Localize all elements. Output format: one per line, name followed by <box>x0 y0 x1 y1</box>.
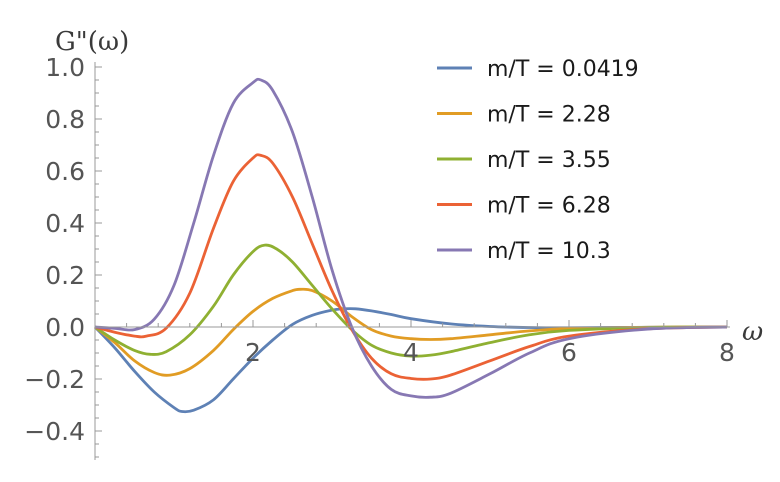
axes: 1.0 0.8 0.6 0.4 0.2 0.0 −0.2 −0.4 2 4 6 8 G"(ω) ω <box>24 27 763 460</box>
y-tick-label: 0.4 <box>45 209 85 238</box>
x-tick-label: 4 <box>403 338 419 367</box>
x-tick-label: 2 <box>245 338 261 367</box>
y-tick-label: 0.6 <box>45 157 85 186</box>
series-line-2 <box>94 287 728 377</box>
legend-label-5: m/T = 10.3 <box>487 239 611 264</box>
y-tick-label: −0.2 <box>24 365 85 394</box>
y-tick-label: −0.4 <box>24 417 85 446</box>
y-tick-label: 0.2 <box>45 261 85 290</box>
x-ticks: 2 4 6 8 <box>94 320 735 367</box>
series-line-3 <box>94 243 728 358</box>
legend-label-3: m/T = 3.55 <box>487 148 611 173</box>
series-line-5 <box>94 77 728 399</box>
y-tick-label: 0.0 <box>45 313 85 342</box>
legend-label-4: m/T = 6.28 <box>487 194 611 219</box>
x-tick-label: 8 <box>719 338 735 367</box>
series-line-4 <box>94 153 728 381</box>
y-tick-label: 0.8 <box>45 105 85 134</box>
y-axis-title: G"(ω) <box>55 27 129 57</box>
x-tick-label: 6 <box>561 338 577 367</box>
legend: m/T = 0.0419 m/T = 2.28 m/T = 3.55 m/T = 6.… <box>437 57 639 264</box>
y-ticks: 1.0 0.8 0.6 0.4 0.2 0.0 −0.2 −0.4 <box>24 53 102 458</box>
legend-label-1: m/T = 0.0419 <box>487 57 639 82</box>
y-tick-label: 1.0 <box>45 53 85 82</box>
legend-label-2: m/T = 2.28 <box>487 103 611 128</box>
x-axis-title: ω <box>742 317 763 347</box>
